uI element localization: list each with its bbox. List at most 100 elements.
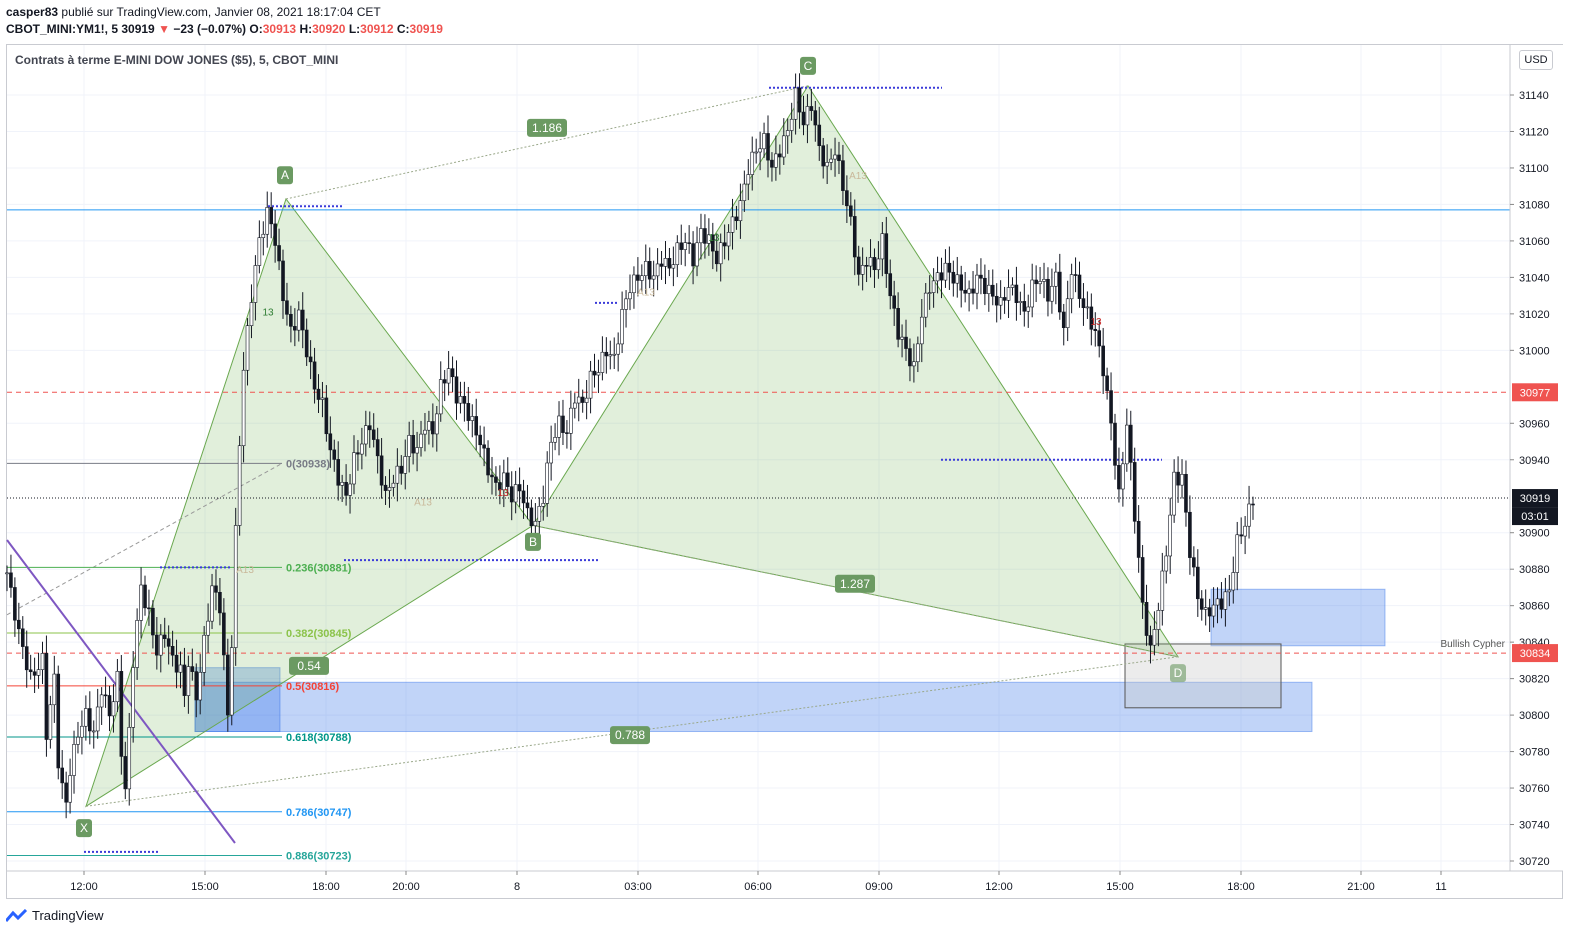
price-tick-label: 30900 [1519,528,1550,540]
candle-body [277,245,281,262]
candle-body [565,432,569,434]
candle-body [908,348,912,367]
fib-level-label: 0.786(30747) [286,807,352,819]
price-tick-label: 31140 [1519,90,1549,102]
annotation-label: 13 [708,233,720,244]
candle-body [229,647,234,716]
candle-body [296,309,301,331]
candle-body [423,429,427,435]
candle-body [730,216,735,233]
candle-body [620,309,624,345]
candle-body [647,261,652,280]
price-tick-label: 31040 [1519,272,1550,284]
low-value: 30912 [360,22,394,36]
candle-body [521,490,526,504]
candle-body [44,653,49,740]
candle-body [95,706,100,732]
candle-body [1069,274,1074,300]
price-label-text: 03:01 [1521,511,1549,523]
price-tick-label: 30740 [1519,820,1550,832]
candle-body [312,361,317,390]
candle-body [371,429,376,440]
candle-body [253,265,258,303]
candle-body [48,704,53,740]
candle-body [431,421,435,435]
candle-body [766,133,770,161]
ratio-label: 0.788 [615,728,645,742]
price-tick-label: 30860 [1519,601,1550,613]
candle-body [955,274,960,284]
candle-body [320,397,325,400]
candle-body [545,462,549,504]
candle-body [32,671,37,676]
annotation-label: A13 [236,565,254,576]
tradingview-logo[interactable]: TradingView [6,908,104,923]
candle-body [222,612,226,656]
candle-body [711,234,715,252]
price-tick-label: 30800 [1519,710,1550,722]
candle-body [750,151,755,175]
annotation-label: A13 [849,171,867,182]
annotation-label: A13 [637,288,655,299]
price-tick-label: 31120 [1519,126,1549,138]
fib-level-label: 0.382(30845) [286,628,352,640]
candle-body [675,242,680,265]
symbol-label[interactable]: CBOT_MINI:YM1!, 5 [6,22,119,36]
price-tick-label: 30760 [1519,783,1550,795]
candle-body [210,585,214,622]
candle-body [407,435,411,457]
candle-body [1215,598,1220,606]
candle-body [139,584,143,621]
publisher-user[interactable]: casper83 [6,5,59,19]
time-tick-label: 8 [514,881,520,893]
down-arrow-icon: ▼ [158,22,170,36]
candle-body [60,767,65,784]
candle-body [1152,629,1157,646]
candle-body [391,482,396,488]
time-tick-label: 11 [1435,881,1446,893]
candle-body [1010,284,1015,288]
candle-body [304,329,309,358]
ratio-label: 0.54 [297,659,321,673]
candle-body [1211,604,1216,617]
ratio-badge [835,574,875,593]
candle-body [1199,598,1204,610]
time-tick-label: 21:00 [1347,881,1375,893]
candle-body [1227,589,1232,593]
candle-body [64,782,68,803]
candle-body [214,585,218,593]
pattern-point-label: B [529,535,537,549]
candle-body [174,654,179,673]
candle-body [336,459,341,486]
candle-body [178,664,183,673]
completion-zone-box [1124,643,1282,709]
candle-body [868,257,873,267]
ratio-badge [610,726,650,745]
candle-body [482,444,486,449]
ratio-badge [289,656,329,675]
candle-body [1180,473,1184,486]
candle-body [825,162,829,167]
price-change: −23 (−0.07%) [173,22,247,36]
candle-body [892,295,896,309]
candle-body [943,262,948,281]
fib-level-label: 0.618(30788) [286,732,352,744]
currency-button[interactable]: USD [1519,50,1553,70]
candle-body [549,441,553,464]
candle-body [1054,271,1058,287]
candle-body [158,634,163,656]
candle-body [1207,607,1212,617]
candle-body [470,416,475,421]
candle-body [1176,471,1180,486]
candle-body [541,503,546,507]
candle-body [880,233,885,260]
candle-body [170,646,175,656]
candle-body [1117,465,1121,490]
candle-body [1239,534,1243,537]
candle-body [758,148,762,153]
candle-body [1223,591,1228,610]
candle-body [56,673,61,769]
candle-body [864,265,869,267]
candle-body [13,587,17,621]
